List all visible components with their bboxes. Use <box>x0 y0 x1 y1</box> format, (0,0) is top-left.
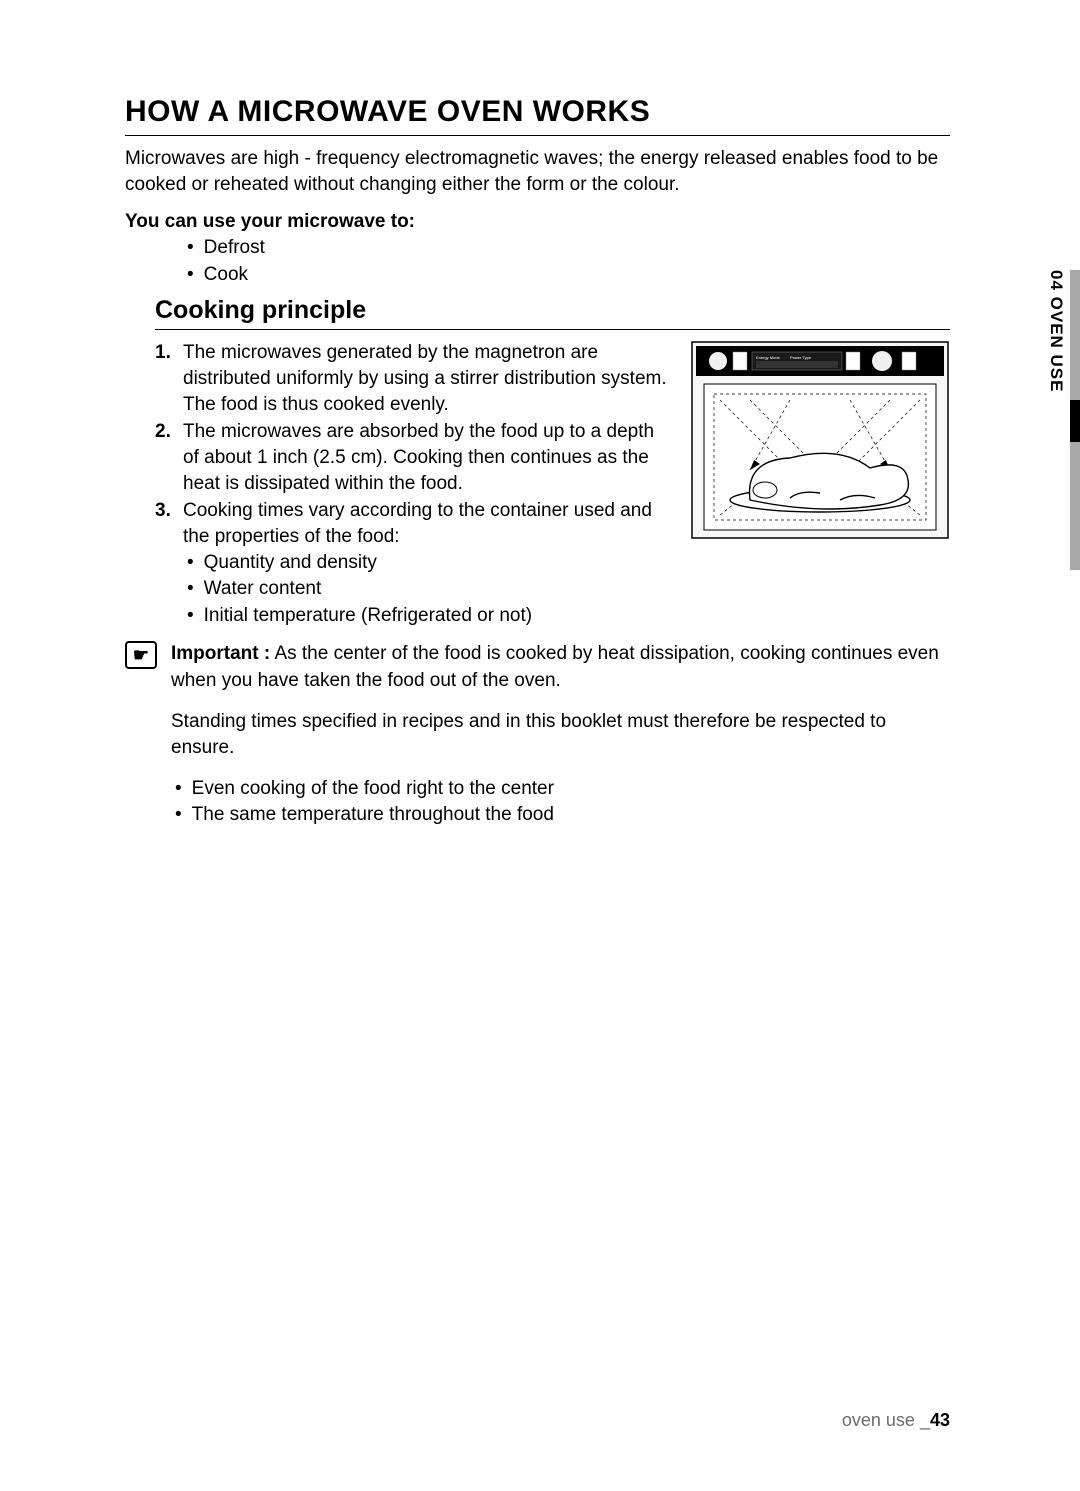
svg-text:Power Type: Power Type <box>790 355 812 360</box>
sub-heading: Cooking principle <box>155 296 950 330</box>
list-item: Cooking times vary according to the cont… <box>155 498 670 629</box>
page-footer: oven use _43 <box>842 1410 950 1431</box>
list-item: The microwaves are absorbed by the food … <box>155 419 670 496</box>
list-item: Initial temperature (Refrigerated or not… <box>187 603 670 630</box>
main-heading: HOW A MICROWAVE OVEN WORKS <box>125 95 950 136</box>
property-list: Quantity and density Water content Initi… <box>183 550 670 630</box>
list-item: Cook <box>187 262 950 289</box>
use-list: Defrost Cook <box>125 235 950 288</box>
list-item: Water content <box>187 576 670 603</box>
svg-text:Energy Mode: Energy Mode <box>756 355 781 360</box>
list-item: Even cooking of the food right to the ce… <box>175 776 950 803</box>
list-item: The same temperature throughout the food <box>175 802 950 829</box>
use-label: You can use your microwave to: <box>125 211 950 233</box>
list-item: Quantity and density <box>187 550 670 577</box>
intro-text: Microwaves are high - frequency electrom… <box>125 146 950 197</box>
oven-figure: Energy Mode Power Type <box>690 340 950 545</box>
important-note: Important : As the center of the food is… <box>171 641 950 829</box>
principle-list: The microwaves generated by the magnetro… <box>155 340 670 629</box>
important-icon: ☛ <box>125 641 157 669</box>
list-item: Defrost <box>187 235 950 262</box>
section-tab: 04 OVEN USE <box>1042 270 1080 570</box>
list-item: The microwaves generated by the magnetro… <box>155 340 670 417</box>
